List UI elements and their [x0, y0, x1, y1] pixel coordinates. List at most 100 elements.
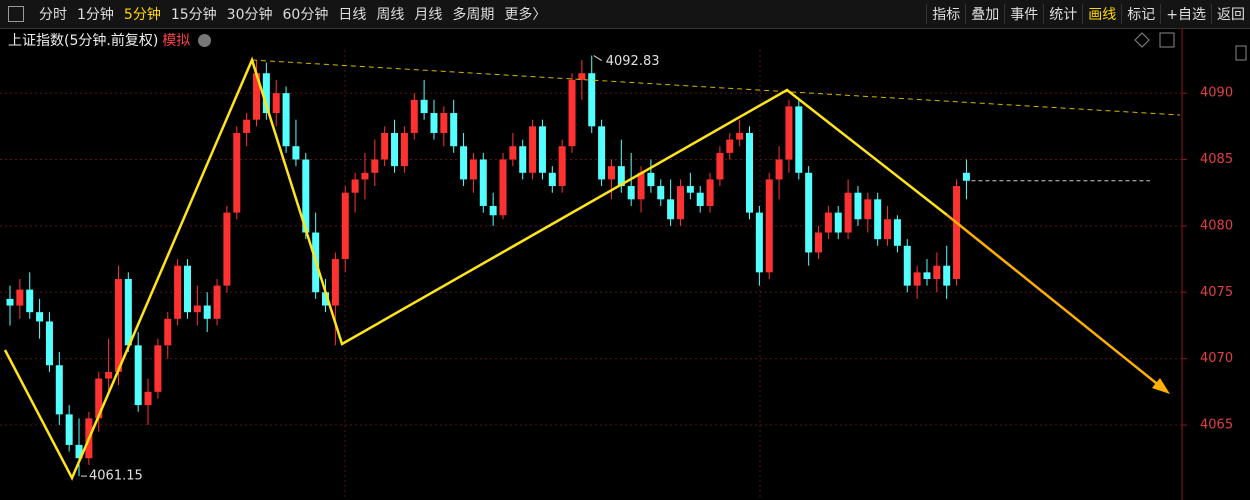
candle-body: [844, 192, 852, 233]
candle-body: [243, 119, 251, 133]
candle-body: [686, 186, 694, 193]
candle-body: [55, 365, 63, 415]
period-tab[interactable]: 30分钟: [226, 7, 273, 23]
candle-body: [351, 179, 359, 193]
candle-body: [667, 199, 675, 220]
candle-body: [144, 391, 152, 406]
y-tick-label: 4090: [1200, 86, 1233, 101]
panel-icon[interactable]: [1235, 45, 1247, 61]
candle-body: [943, 265, 951, 286]
candle-body: [598, 126, 606, 180]
candle-body: [183, 265, 191, 313]
candle-body: [391, 132, 399, 167]
chart-header: 上证指数(5分钟.前复权) 模拟: [8, 30, 212, 50]
candle-body: [696, 192, 704, 206]
candle-body: [203, 305, 211, 319]
candle-body: [430, 113, 438, 133]
candle-body: [420, 99, 428, 114]
candle-body: [578, 73, 586, 80]
candle-body: [815, 232, 823, 253]
candle-body: [933, 265, 941, 279]
y-tick-label: 4075: [1200, 285, 1233, 300]
tool-buttons: 指标 叠加 事件 统计 画线 标记 +自选 返回: [926, 4, 1250, 24]
candle-body: [785, 106, 793, 160]
candle-body: [262, 73, 270, 114]
candle-body: [134, 345, 142, 406]
tool-button[interactable]: 标记: [1121, 4, 1160, 24]
index-title: 上证指数(5分钟.前复权): [8, 33, 159, 49]
candle-body: [795, 106, 803, 173]
y-tick-label: 4065: [1200, 418, 1233, 433]
period-tab[interactable]: 1分钟: [77, 7, 114, 23]
low-label: 4061.15: [89, 469, 143, 484]
candle-body: [676, 186, 684, 220]
zigzag-drawing: [3, 56, 948, 481]
candle-body: [706, 179, 714, 206]
candle-body: [775, 159, 783, 180]
period-tab[interactable]: 60分钟: [282, 7, 329, 23]
candle-body: [26, 289, 34, 313]
tool-button[interactable]: +自选: [1160, 4, 1211, 24]
candle-body: [75, 444, 83, 459]
candle-body: [371, 159, 379, 173]
period-tab[interactable]: 15分钟: [170, 7, 217, 23]
candle-body: [45, 321, 53, 366]
candle-body: [657, 186, 665, 200]
trend-line: [251, 59, 1181, 116]
candle-body: [746, 132, 753, 213]
candle-body: [736, 132, 744, 140]
candle-body: [558, 146, 566, 187]
period-tab[interactable]: 5分钟: [123, 7, 161, 23]
candle-body: [874, 199, 882, 240]
candle-body: [962, 172, 970, 181]
y-tick-label: 4080: [1200, 218, 1233, 233]
period-tab[interactable]: 更多〉: [504, 7, 547, 23]
arrow-head: [1152, 378, 1170, 394]
candle-body: [548, 172, 556, 187]
candle-body: [805, 172, 813, 253]
candle-body: [6, 298, 14, 306]
candle-body: [499, 159, 507, 216]
period-tab[interactable]: 周线: [376, 7, 405, 23]
dropdown-icon[interactable]: [198, 33, 212, 47]
candle-body: [114, 278, 122, 372]
panel-icon[interactable]: [1134, 32, 1150, 48]
tool-button[interactable]: 指标: [926, 4, 965, 24]
candle-body: [755, 212, 763, 273]
candle-body: [824, 212, 832, 233]
candle-body: [16, 289, 24, 306]
candle-body: [716, 152, 724, 180]
period-tab[interactable]: 分时: [39, 7, 67, 23]
period-tab[interactable]: 月线: [414, 7, 443, 23]
panel-icon[interactable]: [1159, 32, 1175, 48]
tool-button[interactable]: 画线: [1082, 4, 1121, 24]
candle-body: [588, 73, 596, 127]
tool-button[interactable]: 返回: [1211, 4, 1250, 24]
candle-body: [637, 172, 645, 200]
tool-button[interactable]: 叠加: [965, 4, 1004, 24]
candle-body: [154, 345, 162, 392]
tool-button[interactable]: 统计: [1043, 4, 1082, 24]
layout-icon[interactable]: [8, 6, 24, 22]
high-label: 4092.83: [606, 54, 660, 69]
candle-body: [331, 259, 339, 306]
candle-body: [617, 166, 625, 187]
tool-button[interactable]: 事件: [1004, 4, 1043, 24]
candle-body: [469, 159, 477, 180]
period-tab[interactable]: 多周期: [452, 7, 495, 23]
candle-body: [953, 186, 961, 279]
period-tab[interactable]: 日线: [338, 7, 367, 23]
candle-body: [400, 132, 408, 167]
candle-body: [489, 205, 497, 216]
arrow-line: [946, 214, 1167, 392]
candle-body: [479, 159, 487, 206]
toolbar: 分时 1分钟 5分钟 15分钟 30分钟 60分钟 日线 周线 月线 多周期 更多〉 指标 叠加 事件统…: [0, 0, 1250, 29]
candle-body: [124, 278, 132, 346]
candle-body: [450, 113, 458, 147]
candle-body: [519, 146, 527, 173]
candle-body: [272, 93, 280, 114]
sim-badge[interactable]: 模拟: [162, 33, 191, 49]
candle-body: [607, 166, 615, 180]
candle-body: [509, 146, 517, 160]
candle-body: [834, 212, 842, 233]
